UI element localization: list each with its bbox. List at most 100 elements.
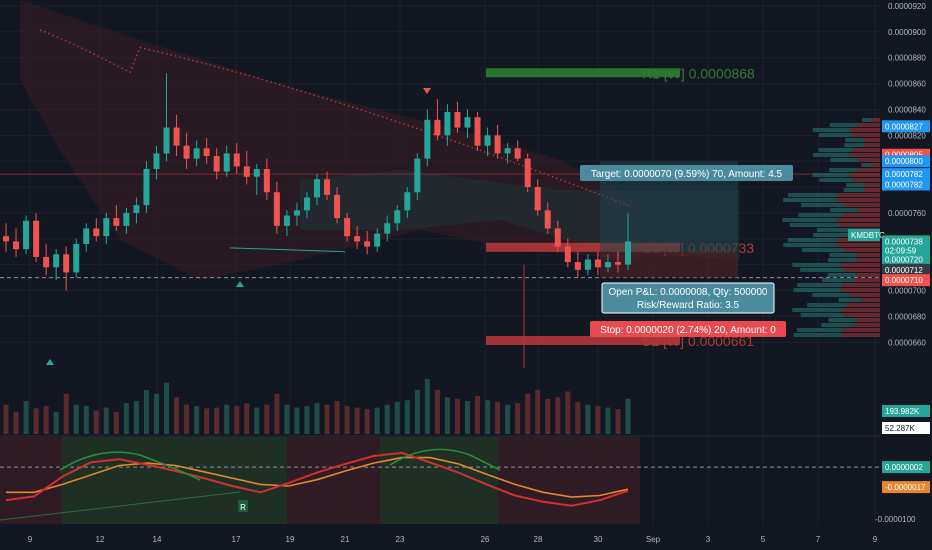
- risk-reward-label: Risk/Reward Ratio: 3.5: [637, 300, 740, 311]
- candle-body: [404, 192, 411, 211]
- profile-bar-down: [847, 303, 880, 307]
- candle-body: [163, 127, 170, 154]
- profile-bar-down: [838, 193, 880, 197]
- volume-bar: [515, 403, 521, 434]
- volume-bar: [605, 407, 611, 434]
- price-axis[interactable]: 0.0000920 0.0000900 0.0000880 0.0000860 0.00…: [848, 2, 930, 524]
- position-labels: Target: 0.0000070 (9.59%) 70, Amount: 4.…: [580, 165, 793, 337]
- profile-bar-down: [864, 138, 880, 142]
- profile-bar-down: [849, 173, 880, 177]
- volume-bar: [575, 401, 581, 434]
- volume-bar: [525, 393, 531, 434]
- volume-bar: [123, 403, 129, 434]
- candles[interactable]: [3, 73, 631, 365]
- profile-bar-up: [844, 143, 865, 147]
- candle-body: [524, 158, 531, 188]
- profile-bar-down: [849, 128, 880, 132]
- time-label: 5: [761, 535, 766, 544]
- price-tag-bg: [882, 178, 930, 191]
- price-tag-bg: [882, 263, 930, 276]
- volume-bar: [394, 401, 400, 434]
- profile-bar-up: [792, 308, 841, 312]
- osc-bull-line: [59, 451, 201, 481]
- profile-bar-up: [827, 273, 857, 277]
- volume-bar: [354, 407, 360, 434]
- candle-body: [183, 145, 190, 159]
- profile-bar-down: [849, 293, 880, 297]
- osc-slow-line: [6, 456, 629, 498]
- candle-body: [434, 119, 441, 136]
- profile-bar-up: [830, 208, 858, 212]
- volume-bar: [294, 407, 300, 434]
- time-axis[interactable]: 9 12 14 17 19 21 23 26 28 30 Sep 3 5 7 9: [28, 535, 878, 544]
- candle-body: [614, 262, 621, 265]
- profile-bar-up: [812, 233, 850, 237]
- candle-body: [484, 135, 491, 146]
- open-pnl-label: Open P&L: 0.0000008, Qty: 500000: [608, 287, 767, 298]
- oscillator-pane[interactable]: R: [0, 435, 880, 524]
- profile-bar-up: [830, 158, 858, 162]
- candle-body: [213, 156, 220, 172]
- profile-bar-down: [871, 118, 880, 122]
- price-tag: 0.0000720: [885, 255, 923, 264]
- time-label: 19: [286, 535, 295, 544]
- profile-bar-down: [840, 308, 880, 312]
- stop-label-box: [590, 321, 786, 337]
- profile-bar-down: [836, 198, 880, 202]
- candle-body: [324, 179, 331, 195]
- profile-bar-up: [782, 218, 837, 222]
- profile-bar-up: [838, 298, 862, 302]
- price-tick: 0.0000820: [888, 131, 926, 140]
- volume-bar: [254, 407, 260, 434]
- candle-body: [354, 236, 361, 242]
- candle-body: [344, 218, 351, 237]
- candle-body: [283, 215, 290, 226]
- profile-bar-up: [816, 228, 852, 232]
- profile-bar-down: [840, 263, 880, 267]
- candle-body: [133, 205, 140, 213]
- price-tag: 0.0000712: [885, 266, 923, 275]
- volume-bar: [63, 393, 69, 434]
- candle-body: [143, 168, 150, 206]
- volume-tag-bg: [882, 405, 930, 417]
- osc-bull-line: [389, 448, 501, 471]
- candle-body: [103, 218, 110, 237]
- candle-body: [113, 218, 120, 226]
- price-tick: 0.0000760: [888, 209, 926, 218]
- bearish-cloud: [20, 0, 640, 280]
- profile-bar-down: [853, 278, 880, 282]
- price-tag-bg: [882, 274, 930, 287]
- osc-bg-bull: [62, 437, 287, 524]
- profile-bar-down: [844, 203, 880, 207]
- profile-bar-down: [857, 158, 880, 162]
- price-tag: 0.0000800: [885, 157, 923, 166]
- profile-bar-up: [787, 238, 839, 242]
- profile-bar-down: [849, 153, 880, 157]
- target-label-box: [580, 165, 793, 181]
- profile-bar-down: [856, 258, 880, 262]
- volume-bar: [505, 404, 511, 434]
- candle-body: [243, 166, 250, 177]
- volume-bar: [284, 404, 290, 434]
- profile-bar-up: [793, 333, 842, 337]
- profile-bar-up: [783, 243, 837, 247]
- volume-bar: [3, 404, 9, 434]
- volume-bar: [565, 391, 571, 434]
- price-tag-bg: [882, 244, 930, 257]
- volume-bar: [464, 401, 470, 434]
- volume-bars: [3, 379, 631, 434]
- price-tick: 0.0000920: [888, 2, 926, 11]
- price-tag: 0.0000827: [885, 122, 923, 131]
- osc-fast-line: [5, 451, 629, 507]
- osc-tag-2: -0.0000017: [885, 483, 926, 492]
- osc-tag-2-bg: [882, 481, 930, 494]
- profile-bar-up: [845, 138, 865, 142]
- osc-trendline: [0, 491, 241, 521]
- profile-bar-down: [852, 133, 880, 137]
- profile-bar-down: [844, 313, 880, 317]
- volume-tag-2-bg: [882, 422, 930, 434]
- profile-bar-down: [841, 333, 880, 337]
- profile-bar-up: [829, 168, 858, 172]
- candle-body: [13, 241, 20, 250]
